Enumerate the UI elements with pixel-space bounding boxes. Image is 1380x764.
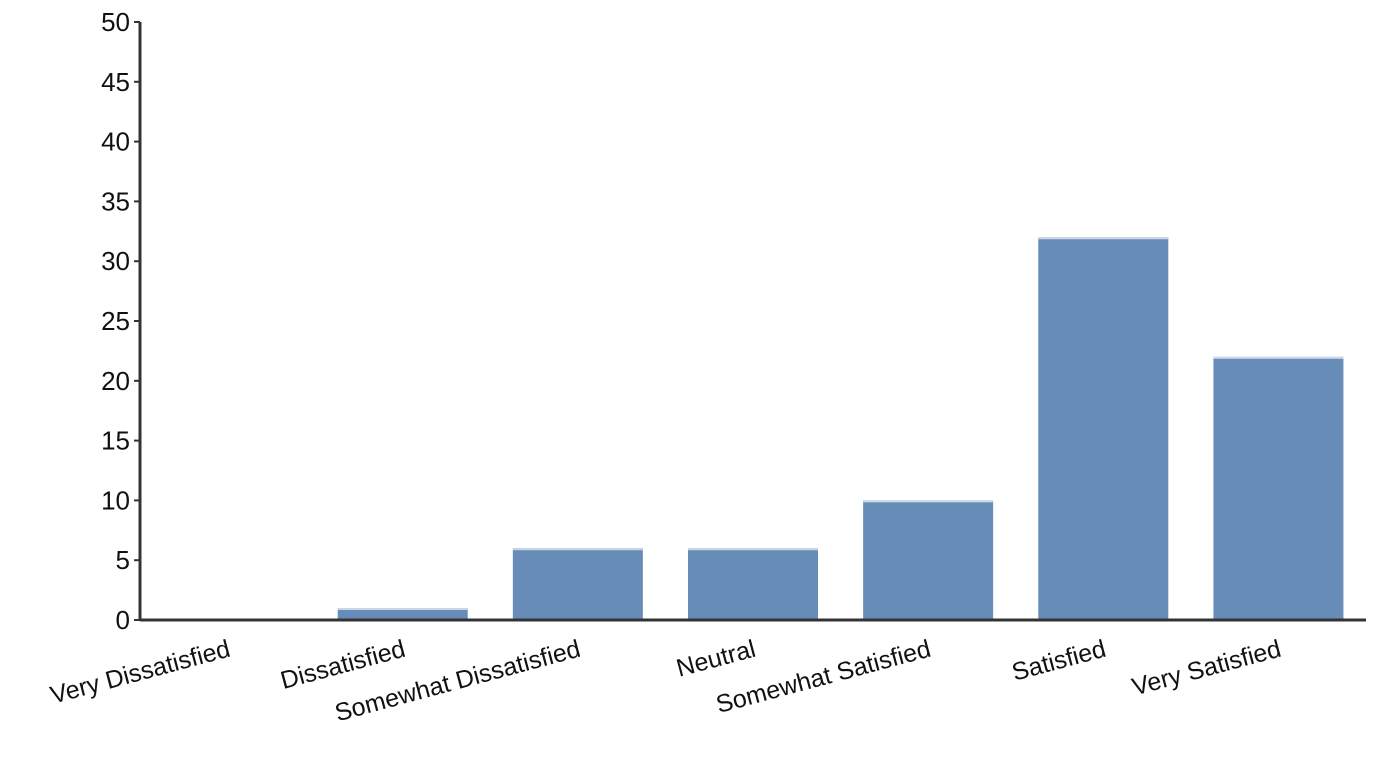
y-tick-label: 5 [116,545,130,575]
y-tick-label: 40 [101,127,130,157]
y-tick-label: 50 [101,7,130,37]
bar-somewhat-dissatisfied [512,548,643,620]
y-tick-label: 10 [101,485,130,515]
y-tick-label: 30 [101,246,130,276]
x-category-label: Neutral [673,635,758,683]
bars-layer [337,237,1344,620]
y-tick-label: 20 [101,366,130,396]
bar-neutral [688,548,818,620]
x-category-label: Very Satisfied [1129,635,1284,702]
y-tick-label: 35 [101,186,130,216]
bar-somewhat-satisfied [863,500,994,620]
y-tick-label: 25 [101,306,130,336]
bar-satisfied [1038,237,1169,620]
y-axis-ticks: 0 5 10 15 20 25 30 35 40 45 50 [101,7,140,635]
x-category-label: Satisfied [1009,635,1109,687]
y-tick-label: 15 [101,426,130,456]
x-category-label: Very Dissatisfied [47,635,233,710]
bar-dissatisfied [337,608,468,620]
y-tick-label: 0 [116,605,130,635]
bar-very-satisfied [1213,356,1344,620]
y-tick-label: 45 [101,67,130,97]
